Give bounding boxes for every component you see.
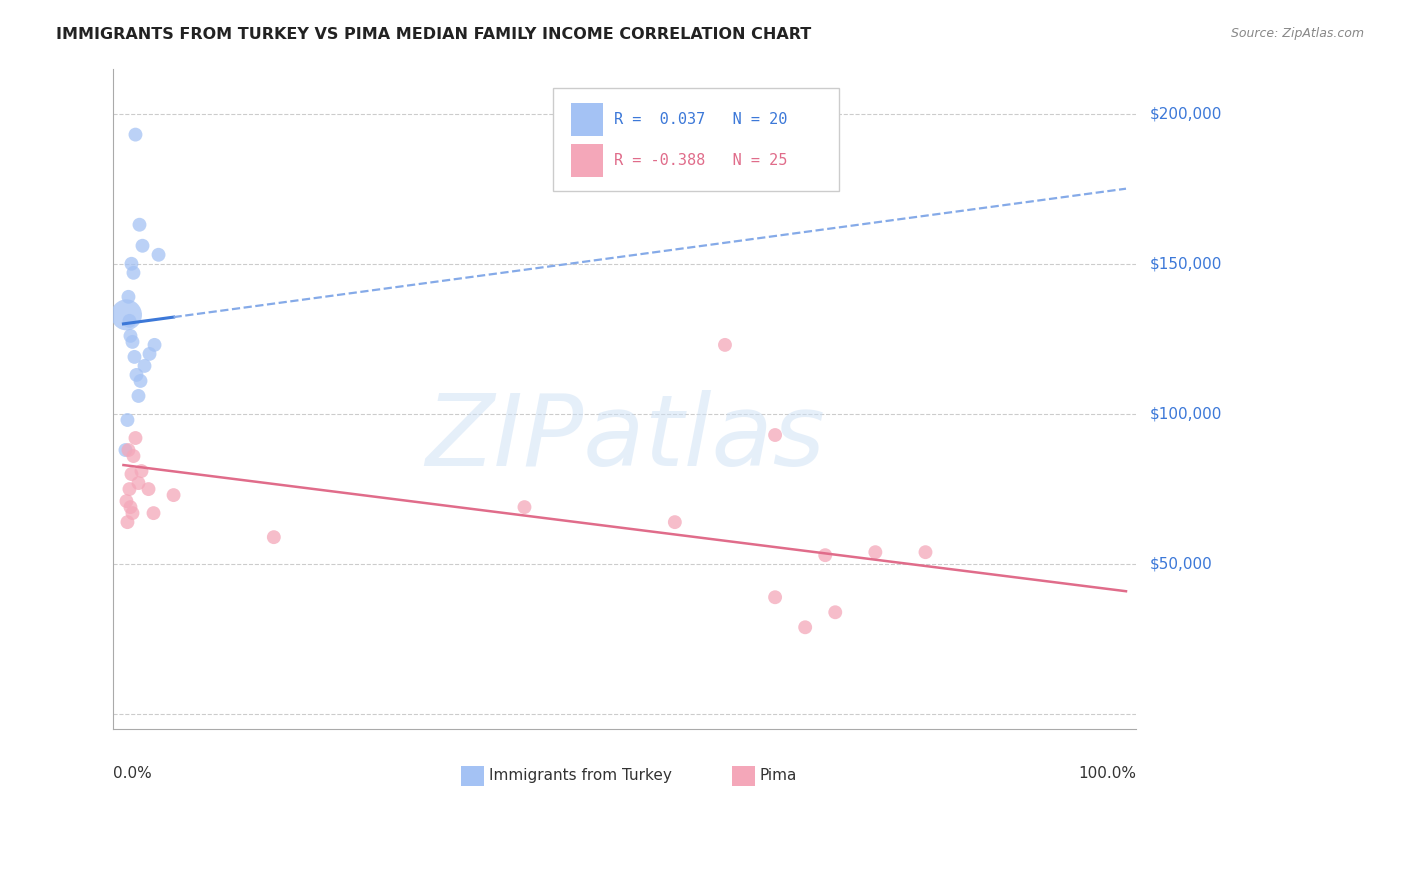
Point (121, 506, 143, 520)
Point (263, 530, 285, 544)
Bar (733, 765, 755, 786)
Point (120, 329, 142, 343)
Point (824, 605, 846, 619)
FancyBboxPatch shape (553, 88, 839, 191)
Point (124, 431, 146, 445)
Text: IMMIGRANTS FROM TURKEY VS PIMA MEDIAN FAMILY INCOME CORRELATION CHART: IMMIGRANTS FROM TURKEY VS PIMA MEDIAN FA… (56, 27, 811, 42)
Point (763, 428, 786, 442)
Point (117, 290, 139, 304)
Text: Source: ZipAtlas.com: Source: ZipAtlas.com (1230, 27, 1364, 40)
Text: $100,000: $100,000 (1150, 407, 1222, 422)
Point (794, 620, 817, 634)
Point (121, 467, 143, 481)
Point (131, 464, 153, 478)
Bar (461, 765, 484, 786)
Point (122, 266, 145, 280)
Text: R = -0.388   N = 25: R = -0.388 N = 25 (614, 153, 787, 168)
Point (115, 494, 138, 508)
Point (121, 257, 143, 271)
Point (914, 545, 936, 559)
Point (122, 449, 145, 463)
Point (127, 389, 149, 403)
Point (138, 347, 160, 361)
Point (115, 308, 138, 322)
Text: ZIPatlas: ZIPatlas (425, 390, 825, 487)
Point (131, 239, 153, 253)
Point (814, 548, 837, 562)
Bar (571, 144, 603, 177)
Point (129, 374, 152, 388)
Point (118, 314, 141, 328)
Text: $200,000: $200,000 (1150, 106, 1222, 121)
Point (513, 500, 536, 515)
Point (124, 350, 146, 364)
Text: 100.0%: 100.0% (1078, 765, 1136, 780)
Text: $50,000: $50,000 (1150, 557, 1212, 572)
Point (118, 482, 141, 496)
Bar (571, 103, 603, 136)
Point (138, 482, 160, 496)
Point (117, 443, 139, 458)
Text: 0.0%: 0.0% (114, 765, 152, 780)
Point (117, 515, 139, 529)
Text: Pima: Pima (759, 768, 797, 783)
Point (117, 413, 139, 427)
Point (143, 338, 166, 352)
Text: $150,000: $150,000 (1150, 256, 1222, 271)
Point (121, 334, 143, 349)
Point (162, 488, 184, 502)
Point (714, 338, 737, 352)
Point (120, 500, 142, 515)
Text: R =  0.037   N = 20: R = 0.037 N = 20 (614, 112, 787, 127)
Point (142, 506, 165, 520)
Point (664, 515, 686, 529)
Point (128, 218, 150, 232)
Text: Immigrants from Turkey: Immigrants from Turkey (489, 768, 672, 783)
Point (127, 476, 149, 491)
Point (148, 248, 170, 262)
Point (124, 128, 146, 142)
Point (134, 359, 156, 373)
Point (114, 443, 136, 458)
Point (763, 591, 786, 605)
Point (865, 545, 887, 559)
Point (125, 368, 148, 382)
